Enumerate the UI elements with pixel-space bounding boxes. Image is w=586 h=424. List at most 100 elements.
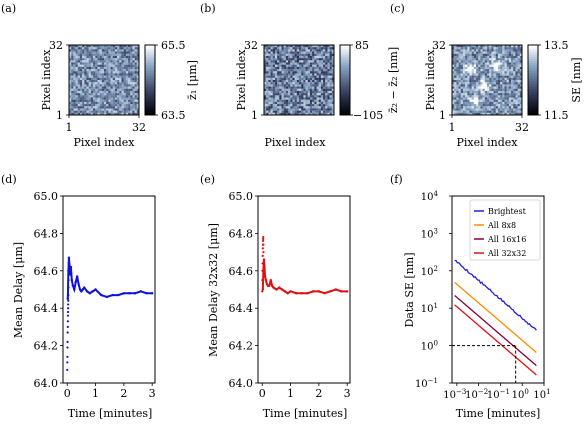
heatmap-cell xyxy=(108,51,111,54)
heatmap-cell xyxy=(452,90,455,94)
heatmap-cell xyxy=(274,71,278,74)
heatmap-cell xyxy=(294,77,297,81)
heatmap-cell xyxy=(314,62,317,65)
heatmap-cell xyxy=(88,93,91,96)
heatmap-cell xyxy=(478,53,481,57)
heatmap-cell xyxy=(75,62,78,65)
heatmap-cell xyxy=(90,77,94,81)
heatmap-cell xyxy=(495,90,499,94)
heatmap-cell xyxy=(482,58,485,61)
heatmap-cell xyxy=(500,55,503,59)
heatmap-cell xyxy=(456,99,459,102)
heatmap-cell xyxy=(77,66,81,70)
heatmap-c-ytick-top: 32 xyxy=(432,39,446,52)
heatmap-cell xyxy=(467,69,470,72)
heatmap-cell xyxy=(101,95,105,98)
heatmap-cell xyxy=(110,58,113,61)
heatmap-cell xyxy=(312,55,315,59)
heatmap-cell xyxy=(97,49,100,52)
heatmap-cell xyxy=(274,55,278,59)
heatmap-cell xyxy=(478,95,481,98)
heatmap-cell xyxy=(473,64,477,67)
heatmap-cell xyxy=(323,86,326,89)
heatmap-cell xyxy=(73,75,76,78)
heatmap-cell xyxy=(106,69,109,72)
heatmap-cell xyxy=(125,51,129,54)
heatmap-cell xyxy=(69,106,72,109)
heatmap-cell xyxy=(101,73,105,76)
heatmap-cell xyxy=(106,97,109,100)
heatmap-cell xyxy=(484,75,488,78)
heatmap-cell xyxy=(69,80,72,83)
heatmap-cell xyxy=(460,60,464,63)
heatmap-cell xyxy=(491,75,494,78)
heatmap-cell xyxy=(325,101,328,105)
heatmap-cell xyxy=(460,108,464,111)
heatmap-cell xyxy=(119,53,122,57)
heatmap-cell xyxy=(471,73,474,76)
heatmap-cell xyxy=(502,88,505,92)
heatmap-cell xyxy=(266,47,269,50)
heatmap-cell xyxy=(456,95,459,98)
heatmap-cell xyxy=(316,51,319,54)
heatmap-cell xyxy=(473,108,477,111)
heatmap-cell xyxy=(69,64,72,67)
heatmap-cell xyxy=(480,66,483,70)
heatmap-cell xyxy=(108,80,111,83)
heatmap-cell xyxy=(274,108,278,111)
heatmap-cell xyxy=(460,47,464,50)
heatmap-cell xyxy=(272,82,276,85)
heatmap-cell xyxy=(93,73,96,76)
colorbar-swatch xyxy=(145,85,155,88)
heatmap-cell xyxy=(307,82,311,85)
heatmap-cell xyxy=(268,97,271,100)
heatmap-cell xyxy=(108,84,111,87)
heatmap-cell xyxy=(456,97,459,100)
heatmap-cell xyxy=(316,95,319,98)
heatmap-cell xyxy=(290,45,293,48)
heatmap-cell xyxy=(84,73,87,76)
colorbar-swatch xyxy=(145,83,155,86)
heatmap-cell xyxy=(478,97,481,100)
heatmap-cell xyxy=(69,55,72,59)
heatmap-cell xyxy=(119,104,122,107)
heatmap-cell xyxy=(99,64,102,67)
series-point xyxy=(91,290,94,293)
heatmap-cell xyxy=(112,97,116,100)
heatmap-cell xyxy=(272,71,276,74)
heatmap-cell xyxy=(465,97,468,100)
heatmap-cell xyxy=(493,82,496,85)
heatmap-cell xyxy=(136,101,140,105)
heatmap-cell xyxy=(112,86,116,89)
heatmap-cell xyxy=(301,112,304,116)
heatmap-cell xyxy=(491,47,494,50)
heatmap-cell xyxy=(121,69,124,72)
heatmap-cell xyxy=(88,58,91,61)
heatmap-cell xyxy=(97,53,100,57)
heatmap-cell xyxy=(458,108,461,111)
heatmap-cell xyxy=(71,73,74,76)
heatmap-cell xyxy=(471,45,474,48)
colorbar-b-label: z̄₂ − z̄₂ [nm] xyxy=(387,47,400,113)
heatmap-cell xyxy=(285,84,289,87)
heatmap-cell xyxy=(88,66,91,70)
heatmap-cell xyxy=(99,53,102,57)
heatmap-cell xyxy=(500,47,503,50)
heatmap-cell xyxy=(283,108,286,111)
heatmap-cell xyxy=(487,112,490,116)
heatmap-cell xyxy=(93,64,96,67)
heatmap-cell xyxy=(117,66,120,70)
heatmap-cell xyxy=(88,110,91,113)
heatmap-cell xyxy=(108,62,111,65)
heatmap-cell xyxy=(303,77,306,81)
heatmap-cell xyxy=(517,77,520,81)
heatmap-cell xyxy=(110,69,113,72)
heatmap-cell xyxy=(497,86,501,89)
heatmap-cell xyxy=(484,55,488,59)
heatmap-cell xyxy=(458,77,461,81)
heatmap-cell xyxy=(462,106,466,109)
heatmap-cell xyxy=(86,104,89,107)
heatmap-cell xyxy=(283,58,286,61)
heatmap-cell xyxy=(281,51,284,54)
heatmap-cell xyxy=(112,88,116,92)
